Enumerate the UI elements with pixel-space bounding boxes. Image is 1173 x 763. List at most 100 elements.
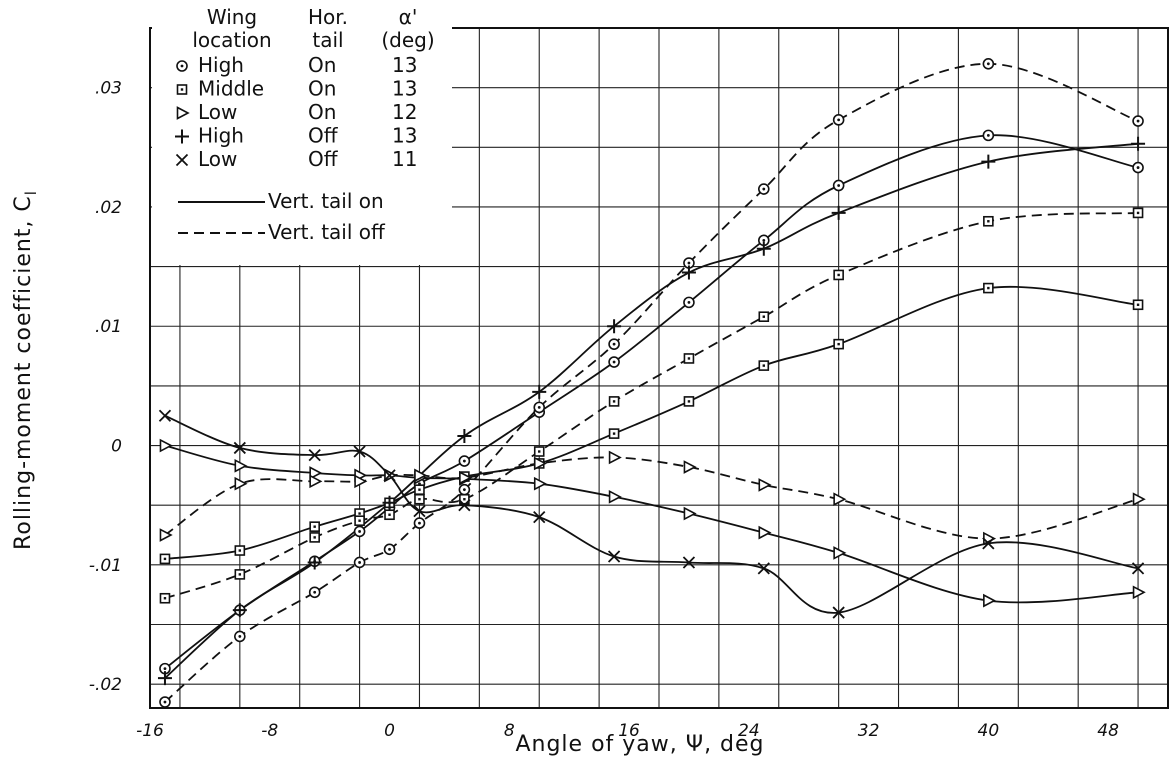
data-point-triangle — [683, 460, 697, 474]
series-line-plus-solid — [164, 142, 1139, 679]
x-tick-label: 48 — [1097, 721, 1119, 741]
legend: Wing location Hor. tail α' (deg) High On 1… — [152, 5, 452, 265]
legend-entry-tail: Off — [308, 147, 339, 171]
legend-symbol — [176, 106, 190, 120]
y-axis-title-main: Rolling-moment coefficient, C — [11, 195, 36, 550]
legend-header-tail-1: Hor. — [308, 5, 348, 29]
plot-frame — [149, 27, 1169, 709]
data-point-plus — [157, 671, 172, 686]
data-point-square — [309, 532, 320, 543]
data-point-circle — [533, 401, 546, 414]
data-point-circle — [683, 296, 695, 309]
data-point-plus — [532, 384, 547, 399]
data-point-circle — [757, 183, 770, 195]
data-point-circle — [458, 455, 471, 467]
data-point-x — [383, 469, 396, 482]
data-point-plus — [307, 555, 322, 570]
y-tick-label: .01 — [95, 317, 122, 337]
data-point-x — [982, 537, 995, 550]
y-tick-label: .03 — [95, 79, 122, 99]
x-tick-label: 8 — [504, 721, 515, 741]
data-point-square — [1132, 207, 1144, 219]
data-point-plus — [382, 495, 397, 510]
legend-entry-wing: High — [198, 53, 244, 77]
y-tick-labels: .03 .02 .01 0 -.01 -.02 — [89, 79, 122, 695]
data-point-plus — [981, 154, 996, 169]
data-point-plus — [681, 265, 696, 280]
data-point-x — [158, 409, 172, 422]
data-point-square — [384, 509, 395, 521]
legend-symbol — [176, 84, 188, 95]
y-tick-label: 0 — [111, 437, 122, 457]
data-point-x — [607, 550, 621, 563]
legend-header-alpha-2: (deg) — [381, 28, 434, 52]
data-point-triangle — [758, 478, 772, 492]
y-tick-label: -.02 — [89, 675, 122, 695]
data-point-square — [234, 569, 246, 580]
legend-entry-wing: Middle — [198, 77, 264, 101]
data-point-square — [833, 269, 844, 281]
legend-header-alpha-1: α' — [399, 5, 418, 29]
data-point-triangle — [608, 450, 622, 465]
data-point-circle — [982, 57, 995, 70]
x-axis-title: Angle of yaw, Ψ, deg — [515, 732, 764, 757]
legend-entries: High On 13 Middle On 13 Low On 12 High Off 13 Low Off… — [175, 53, 417, 171]
data-point-square — [983, 215, 994, 227]
y-axis-title-subscript: l — [22, 190, 40, 195]
data-point-square — [159, 553, 171, 565]
legend-entry-tail: Off — [308, 124, 339, 148]
data-point-square — [758, 311, 770, 323]
data-point-circle — [683, 257, 695, 269]
data-point-plus — [457, 429, 472, 443]
data-point-circle — [1132, 115, 1144, 127]
series-line-circle-dashed — [164, 62, 1139, 703]
y-tick-label: -.01 — [89, 556, 122, 576]
legend-symbol — [175, 129, 189, 144]
data-point-triangle — [309, 474, 323, 489]
legend-background — [152, 10, 452, 265]
legend-dashed-line-label: Vert. tail off — [268, 220, 386, 244]
data-point-square — [414, 484, 425, 495]
data-point-x — [308, 448, 321, 462]
data-point-square — [608, 428, 620, 439]
legend-entry-wing: Low — [198, 147, 237, 171]
legend-header-wing-2: location — [192, 28, 271, 52]
data-point-square — [414, 493, 425, 505]
data-point-square — [833, 338, 844, 350]
legend-entry-alpha: 11 — [392, 147, 417, 171]
data-point-x — [1131, 562, 1145, 575]
legend-entry-alpha: 13 — [392, 124, 417, 148]
data-point-triangle — [1132, 492, 1146, 507]
legend-entry-tail: On — [308, 77, 336, 101]
x-tick-label: 0 — [384, 721, 395, 741]
data-point-triangle — [608, 490, 622, 504]
x-tick-label: 40 — [978, 721, 1000, 741]
data-point-triangle — [533, 456, 547, 471]
legend-entry-alpha: 13 — [392, 77, 417, 101]
data-point-square — [354, 515, 365, 527]
data-point-triangle — [414, 468, 428, 483]
data-point-triangle — [1132, 585, 1146, 600]
data-point-plus — [1131, 136, 1146, 151]
data-point-x — [413, 505, 426, 518]
data-point-square — [1132, 299, 1144, 311]
data-point-triangle — [159, 528, 173, 542]
data-point-triangle — [833, 492, 847, 507]
series-line-square-solid — [164, 285, 1139, 560]
y-tick-label: .02 — [95, 198, 122, 218]
legend-symbol — [175, 153, 189, 167]
data-point-x — [533, 510, 546, 524]
data-point-triangle — [683, 506, 697, 521]
data-point-triangle — [533, 476, 547, 491]
data-point-circle — [159, 696, 171, 708]
data-point-triangle — [234, 459, 248, 473]
data-point-square — [983, 282, 994, 294]
y-axis-title: Rolling-moment coefficient, Cl — [11, 190, 40, 550]
data-point-circle — [982, 129, 995, 142]
x-tick-label: 16 — [618, 721, 640, 741]
data-point-square — [683, 353, 695, 364]
data-point-x — [353, 445, 366, 458]
data-point-x — [682, 556, 696, 569]
legend-header-tail-2: tail — [312, 28, 343, 52]
